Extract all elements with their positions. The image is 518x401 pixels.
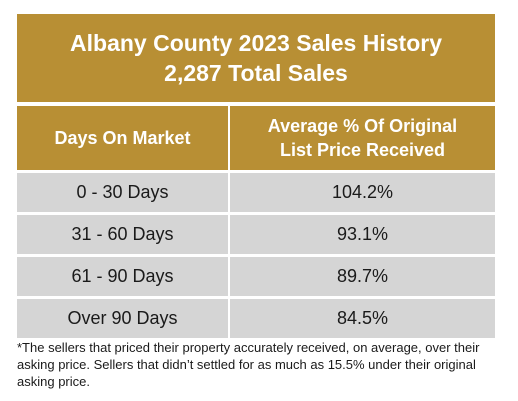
table-cell-percent: 89.7% <box>230 257 495 296</box>
footnote: *The sellers that priced their property … <box>17 340 480 389</box>
table-cell-percent: 104.2% <box>230 173 495 212</box>
table-cell-percent: 93.1% <box>230 215 495 254</box>
table-cell-percent: 84.5% <box>230 299 495 338</box>
chart-subtitle: 2,287 Total Sales <box>164 60 348 86</box>
sales-table: Days On Market Average % Of Original Lis… <box>17 106 495 338</box>
table-cell-days: 0 - 30 Days <box>17 173 228 212</box>
chart-title: Albany County 2023 Sales History <box>70 30 442 56</box>
table-cell-days: 61 - 90 Days <box>17 257 228 296</box>
table-cell-days: Over 90 Days <box>17 299 228 338</box>
title-banner: Albany County 2023 Sales History 2,287 T… <box>17 14 495 102</box>
table-cell-days: 31 - 60 Days <box>17 215 228 254</box>
column-header-days: Days On Market <box>17 106 228 170</box>
column-header-percent: Average % Of Original List Price Receive… <box>230 106 495 170</box>
